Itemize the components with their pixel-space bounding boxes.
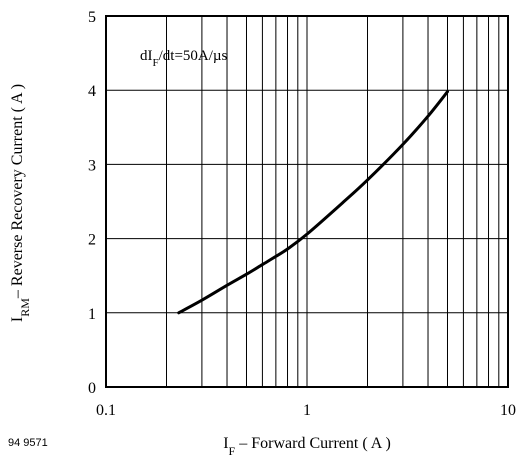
x-axis-label: IF – Forward Current ( A ): [223, 435, 391, 458]
plot-frame: [105, 15, 509, 388]
y-tick-label: 2: [88, 232, 96, 249]
x-axis-label-rest: – Forward Current ( A ): [235, 435, 391, 452]
annotation-sub: F: [153, 57, 159, 69]
y-tick-label: 3: [88, 157, 96, 174]
x-tick-label: 0.1: [96, 402, 116, 419]
tick-labels: 0 1 2 3 4 5 0.1 1 10: [88, 9, 516, 419]
x-tick-label: 1: [303, 402, 311, 419]
annotation-pre: dI: [140, 48, 153, 64]
y-tick-label: 1: [88, 306, 96, 323]
y-tick-label: 5: [88, 9, 96, 26]
annotation-diF-dt: dIF/dt=50A/µs: [140, 48, 228, 69]
y-axis-label-main: I: [9, 317, 26, 322]
y-tick-label: 0: [88, 380, 96, 397]
y-axis-label-sub: RM: [18, 298, 32, 317]
x-tick-label: 10: [500, 402, 516, 419]
series-line: [177, 90, 449, 315]
y-tick-label: 4: [88, 83, 96, 100]
y-axis-label-rest: – Reverse Recovery Current ( A ): [9, 84, 26, 299]
grid: [106, 16, 508, 387]
x-axis-label-sub: F: [229, 444, 236, 458]
y-axis-label: IRM– Reverse Recovery Current ( A ): [9, 84, 32, 322]
annotation-post: /dt=50A/µs: [159, 48, 228, 64]
figure-id: 94 9571: [8, 437, 48, 449]
x-axis-label-main: I: [223, 435, 228, 452]
